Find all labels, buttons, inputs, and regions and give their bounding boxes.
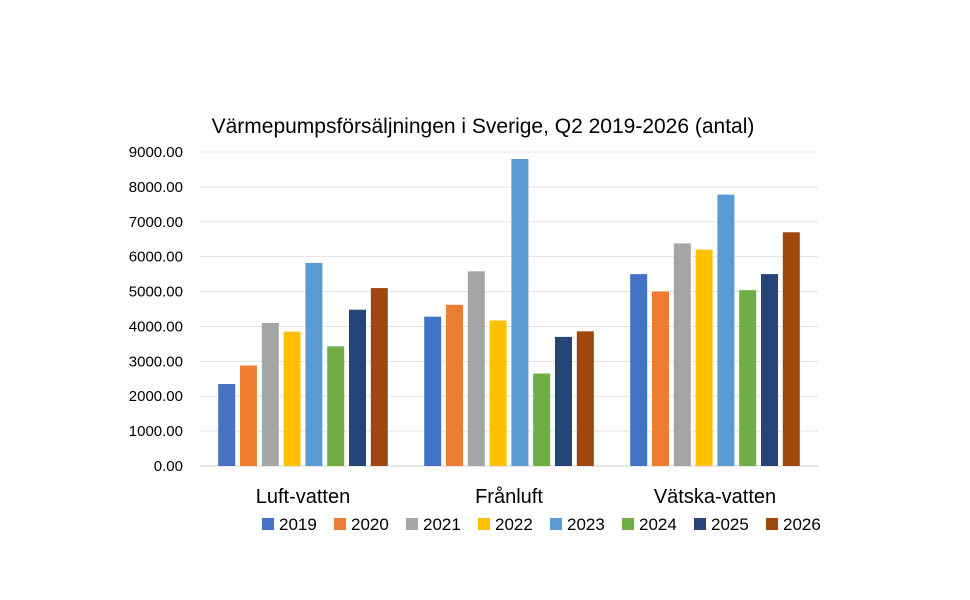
bar-vätska-vatten-2023 xyxy=(717,194,735,466)
bar-luft-vatten-2025 xyxy=(349,309,366,466)
legend: 2019 2020 2021 2022 2023 2024 2025 2026 xyxy=(262,515,821,534)
legend-swatch-2023 xyxy=(550,518,562,530)
y-tick-label: 9000.00 xyxy=(129,144,183,161)
legend-label: 2019 xyxy=(279,515,317,534)
y-tick-label: 6000.00 xyxy=(129,249,183,266)
bars xyxy=(218,158,800,466)
bar-vätska-vatten-2021 xyxy=(673,243,691,466)
y-tick-label: 7000.00 xyxy=(129,214,183,231)
legend-swatch-2021 xyxy=(406,518,418,530)
bar-frånluft-2021 xyxy=(467,271,485,466)
bar-luft-vatten-2021 xyxy=(261,322,279,466)
legend-label: 2025 xyxy=(711,515,749,534)
legend-label: 2020 xyxy=(351,515,389,534)
bar-frånluft-2019 xyxy=(424,316,442,466)
y-axis: 0.00 1000.00 2000.00 3000.00 4000.00 5000.00 6… xyxy=(129,144,183,475)
bar-frånluft-2022 xyxy=(489,320,507,466)
legend-swatch-2020 xyxy=(334,518,346,530)
legend-label: 2026 xyxy=(783,515,821,534)
bar-vätska-vatten-2020 xyxy=(652,291,669,466)
y-tick-label: 4000.00 xyxy=(129,318,183,335)
x-axis: Luft-vatten Frånluft Vätska-vatten xyxy=(256,486,776,508)
bar-vätska-vatten-2022 xyxy=(695,249,713,466)
y-tick-label: 5000.00 xyxy=(129,284,183,301)
bar-frånluft-2025 xyxy=(555,336,572,466)
bar-luft-vatten-2023 xyxy=(305,262,323,466)
y-tick-label: 1000.00 xyxy=(129,423,183,440)
y-tick-label: 8000.00 xyxy=(129,179,183,196)
bar-frånluft-2020 xyxy=(446,304,463,466)
y-tick-label: 0.00 xyxy=(154,458,183,475)
bar-luft-vatten-2024 xyxy=(327,346,345,466)
bar-vätska-vatten-2025 xyxy=(761,274,778,466)
legend-label: 2021 xyxy=(423,515,461,534)
gridlines xyxy=(200,151,818,467)
legend-swatch-2025 xyxy=(694,518,706,530)
bar-luft-vatten-2022 xyxy=(283,331,301,466)
bar-luft-vatten-2020 xyxy=(240,365,257,466)
legend-swatch-2024 xyxy=(622,518,634,530)
y-tick-label: 2000.00 xyxy=(129,388,183,405)
bar-vätska-vatten-2019 xyxy=(630,274,648,466)
legend-label: 2024 xyxy=(639,515,677,534)
bar-vätska-vatten-2026 xyxy=(782,232,800,466)
bar-luft-vatten-2019 xyxy=(218,384,236,466)
legend-label: 2023 xyxy=(567,515,605,534)
x-category-label: Luft-vatten xyxy=(256,486,351,508)
legend-swatch-2019 xyxy=(262,518,274,530)
legend-swatch-2022 xyxy=(478,518,490,530)
x-category-label: Frånluft xyxy=(475,486,543,508)
bar-frånluft-2023 xyxy=(511,158,529,466)
bar-frånluft-2024 xyxy=(533,373,551,466)
legend-label: 2022 xyxy=(495,515,533,534)
x-category-label: Vätska-vatten xyxy=(654,486,776,508)
legend-swatch-2026 xyxy=(766,518,778,530)
bar-vätska-vatten-2024 xyxy=(739,290,757,466)
bar-frånluft-2026 xyxy=(576,331,594,466)
chart-title: Värmepumpsförsäljningen i Sverige, Q2 20… xyxy=(212,115,755,138)
y-tick-label: 3000.00 xyxy=(129,353,183,370)
bar-luft-vatten-2026 xyxy=(370,288,388,466)
